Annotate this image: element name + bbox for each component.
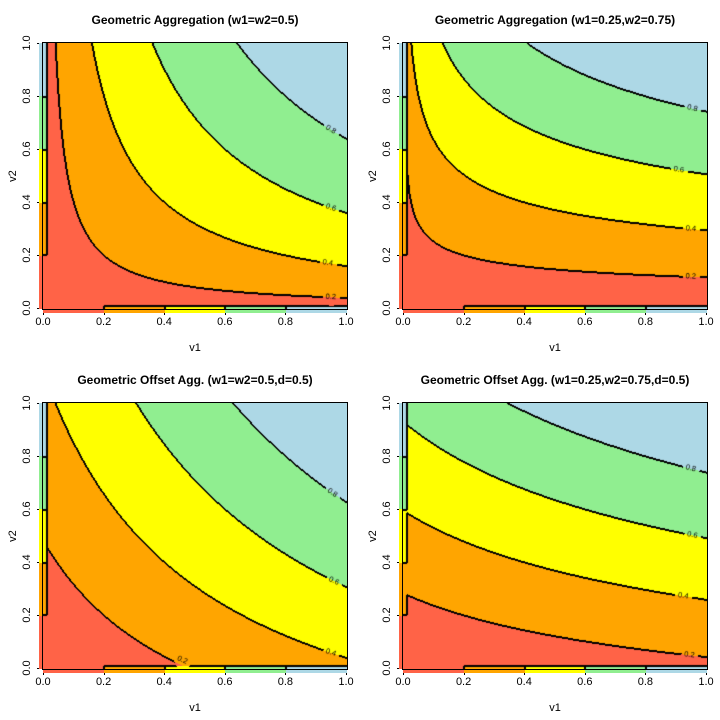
panel-title: Geometric Aggregation (w1=0.25,w2=0.75)	[434, 13, 676, 27]
y-tick-label: 0.0	[381, 300, 393, 316]
panel-title: Geometric Offset Agg. (w1=0.25,w2=0.75,d…	[420, 373, 690, 387]
y-tick-label: 0.0	[381, 660, 393, 676]
axis-value-colorbar-bottom	[43, 670, 347, 673]
y-tick-label: 0.2	[21, 247, 33, 263]
x-axis-title: v1	[549, 342, 561, 354]
panel-geometric-aggregation-equal-weights: Geometric Aggregation (w1=w2=0.5) v2 v1 …	[0, 0, 360, 360]
plot-area	[42, 402, 348, 670]
x-tick-label: 1.0	[698, 316, 714, 328]
y-tick-label: 0.0	[21, 300, 33, 316]
y-tick-label: 0.2	[21, 607, 33, 623]
x-tick-label: 1.0	[338, 676, 354, 688]
panel-title: Geometric Offset Agg. (w1=w2=0.5,d=0.5)	[77, 373, 313, 387]
panel-geometric-offset-aggregation-equal-weights: Geometric Offset Agg. (w1=w2=0.5,d=0.5) …	[0, 360, 360, 720]
x-tick-label: 0.6	[577, 676, 593, 688]
y-tick-label: 1.0	[381, 35, 393, 51]
y-tick-label: 0.0	[21, 660, 33, 676]
y-tick-label: 1.0	[381, 395, 393, 411]
y-tick-label: 0.4	[21, 194, 33, 210]
y-tick-label: 0.6	[21, 501, 33, 517]
contour-plot-canvas	[403, 43, 707, 309]
plot-area	[402, 402, 708, 670]
x-tick-label: 0.4	[156, 316, 172, 328]
axis-value-colorbar-left	[399, 403, 402, 669]
x-tick-label: 0.8	[637, 676, 654, 688]
y-tick-label: 0.6	[21, 141, 33, 157]
y-axis-title: v2	[367, 530, 379, 542]
y-tick-label: 0.2	[381, 607, 393, 623]
x-tick-label: 0.4	[516, 316, 532, 328]
y-tick-label: 0.6	[381, 141, 393, 157]
y-tick-label: 0.4	[381, 194, 393, 210]
x-tick-label: 1.0	[338, 316, 354, 328]
axis-value-colorbar-bottom	[403, 310, 707, 313]
x-tick-label: 0.8	[277, 676, 294, 688]
x-tick-label: 0.2	[95, 316, 112, 328]
y-tick-label: 0.6	[381, 501, 393, 517]
y-tick-label: 0.4	[381, 554, 393, 570]
y-tick-label: 0.8	[381, 448, 393, 464]
y-tick-label: 0.2	[381, 247, 393, 263]
x-tick-label: 0.4	[516, 676, 532, 688]
x-axis-title: v1	[189, 702, 201, 714]
x-axis-title: v1	[549, 702, 561, 714]
axis-value-colorbar-left	[399, 43, 402, 309]
x-tick-label: 0.0	[395, 316, 411, 328]
y-tick-label: 1.0	[21, 35, 33, 51]
y-axis-title: v2	[367, 170, 379, 182]
panel-title: Geometric Aggregation (w1=w2=0.5)	[91, 13, 299, 27]
y-axis-title: v2	[7, 170, 19, 182]
contour-plot-canvas	[43, 403, 347, 669]
x-axis-title: v1	[189, 342, 201, 354]
contour-plot-canvas	[43, 43, 347, 309]
plot-area	[402, 42, 708, 310]
y-tick-label: 0.8	[381, 88, 393, 104]
x-tick-label: 0.0	[35, 676, 51, 688]
axis-value-colorbar-bottom	[43, 310, 347, 313]
x-tick-label: 0.0	[395, 676, 411, 688]
y-tick-label: 0.8	[21, 448, 33, 464]
x-tick-label: 0.8	[637, 316, 654, 328]
x-tick-label: 0.4	[156, 676, 172, 688]
y-tick-label: 0.8	[21, 88, 33, 104]
axis-value-colorbar-bottom	[403, 670, 707, 673]
axis-value-colorbar-left	[39, 43, 42, 309]
x-tick-label: 0.0	[35, 316, 51, 328]
x-tick-label: 0.2	[455, 676, 472, 688]
x-tick-label: 0.6	[217, 676, 233, 688]
panel-geometric-aggregation-unequal-weights: Geometric Aggregation (w1=0.25,w2=0.75) …	[360, 0, 720, 360]
x-tick-label: 1.0	[698, 676, 714, 688]
x-tick-label: 0.6	[577, 316, 593, 328]
contour-plot-canvas	[403, 403, 707, 669]
y-tick-label: 1.0	[21, 395, 33, 411]
x-tick-label: 0.2	[455, 316, 472, 328]
plot-area	[42, 42, 348, 310]
x-tick-label: 0.6	[217, 316, 233, 328]
axis-value-colorbar-left	[39, 403, 42, 669]
x-tick-label: 0.2	[95, 676, 112, 688]
x-tick-label: 0.8	[277, 316, 294, 328]
y-axis-title: v2	[7, 530, 19, 542]
y-tick-label: 0.4	[21, 554, 33, 570]
panel-geometric-offset-aggregation-unequal-weights: Geometric Offset Agg. (w1=0.25,w2=0.75,d…	[360, 360, 720, 720]
